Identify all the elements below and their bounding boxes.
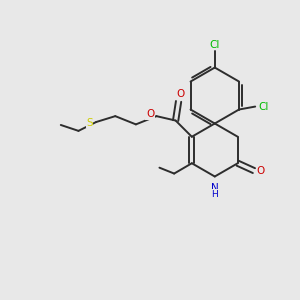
Text: H: H bbox=[212, 190, 218, 199]
Text: Cl: Cl bbox=[210, 40, 220, 50]
Text: O: O bbox=[176, 89, 184, 99]
Text: Cl: Cl bbox=[259, 102, 269, 112]
Text: N: N bbox=[211, 183, 219, 193]
Text: O: O bbox=[256, 166, 265, 176]
Text: O: O bbox=[146, 109, 154, 119]
Text: S: S bbox=[86, 118, 93, 128]
